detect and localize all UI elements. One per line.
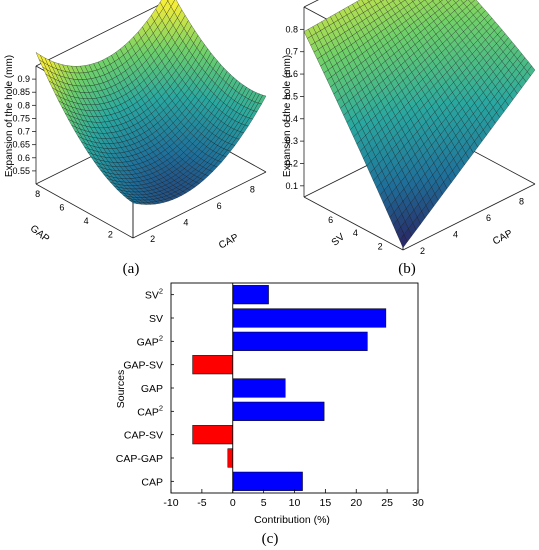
x-tick-label: 6 bbox=[217, 201, 222, 211]
surface-plot-a: 0.55 0.6 0.65 0.7 0.75 0.8 0.85 0.9 2 4 6 8 2 4 6 8 Exp… bbox=[4, 0, 267, 277]
tick-labels-a: 0.55 0.6 0.65 0.7 0.75 0.8 0.85 0.9 2 4 6 8 2 4 6 8 bbox=[12, 74, 254, 244]
x-tick-label: 4 bbox=[453, 229, 458, 239]
z-tick-label: 0.8 bbox=[17, 100, 30, 110]
tick-labels-c: SV2 SV GAP2 GAP-SV GAP CAP2 CAP-SV CAP-GAP CAP-1… bbox=[116, 287, 424, 509]
y-axis-label-b: SV bbox=[330, 231, 348, 248]
axes-c bbox=[170, 282, 419, 494]
z-tick-label: 0.7 bbox=[17, 127, 30, 137]
z-tick-label: 0.75 bbox=[12, 113, 30, 123]
bar-cap bbox=[232, 471, 303, 491]
bars-c bbox=[192, 285, 387, 491]
x-tick-label: 30 bbox=[412, 497, 424, 509]
category-label: GAP-SV bbox=[123, 360, 163, 372]
panel-label-b: (b) bbox=[398, 261, 416, 277]
z-tick-label: 0.85 bbox=[12, 87, 30, 97]
y-axis-label-a: GAP bbox=[28, 223, 52, 245]
x-tick-label: -5 bbox=[197, 497, 206, 509]
z-tick-label: 0.3 bbox=[285, 136, 298, 146]
x-axis-label-c: Contribution (%) bbox=[254, 514, 330, 526]
category-label: GAP bbox=[141, 383, 163, 395]
y-tick-label: 6 bbox=[59, 202, 64, 212]
x-tick-label: 5 bbox=[261, 497, 267, 509]
z-tick-label: 0.4 bbox=[285, 114, 298, 124]
surface-plot-b: 0.1 0.2 0.3 0.4 0.5 0.6 0.7 0.8 2 4 6 8 2 4 6 Expansio… bbox=[282, 0, 536, 277]
category-label: CAP-SV bbox=[124, 430, 163, 442]
surface-cell bbox=[258, 94, 267, 105]
x-tick-label: 4 bbox=[183, 217, 188, 227]
bar-cap-sq bbox=[232, 401, 325, 421]
x-tick-label: 15 bbox=[320, 497, 332, 509]
y-tick-label: 4 bbox=[84, 216, 89, 226]
x-tick-label: -10 bbox=[163, 497, 178, 509]
bar-sv bbox=[232, 308, 387, 328]
y-axis-label-c: Sources bbox=[115, 370, 127, 409]
z-tick-label: 0.6 bbox=[17, 153, 30, 163]
y-tick-label: 8 bbox=[35, 189, 40, 199]
bar-cap-sv bbox=[192, 425, 234, 445]
bar-gap-sq bbox=[232, 331, 368, 351]
category-label: CAP bbox=[141, 476, 163, 488]
z-tick-label: 0.9 bbox=[17, 74, 30, 84]
y-tick-label: 6 bbox=[328, 215, 333, 225]
z-tick-label: 0.55 bbox=[12, 166, 30, 176]
z-tick-label: 0.1 bbox=[285, 181, 298, 191]
bar-chart-c: SV2 SV GAP2 GAP-SV GAP CAP2 CAP-SV CAP-GAP CAP-1… bbox=[115, 282, 424, 547]
surface-cell bbox=[527, 65, 536, 77]
x-tick-label: 8 bbox=[250, 184, 255, 194]
x-tick-label: 8 bbox=[519, 196, 524, 206]
x-tick-label: 25 bbox=[381, 497, 393, 509]
z-tick-label: 0.2 bbox=[285, 158, 298, 168]
panel-label-c: (c) bbox=[262, 531, 279, 547]
x-axis-label-a: CAP bbox=[217, 232, 241, 252]
bar-cap-gap bbox=[227, 448, 233, 468]
x-tick-label: 2 bbox=[150, 234, 155, 244]
surface-cell bbox=[438, 0, 443, 2]
x-tick-label: 20 bbox=[350, 497, 362, 509]
z-axis-label-a: Expansion of the hole (mm) bbox=[4, 55, 15, 177]
category-label: GAP2 bbox=[137, 333, 163, 348]
x-tick-label: 6 bbox=[486, 213, 491, 223]
tick-labels-b: 0.1 0.2 0.3 0.4 0.5 0.6 0.7 0.8 2 4 6 8 2 4 6 bbox=[285, 24, 524, 255]
y-tick-label: 2 bbox=[108, 229, 113, 239]
y-tick-label: 4 bbox=[353, 228, 358, 238]
x-tick-label: 10 bbox=[289, 497, 301, 509]
x-tick-label: 2 bbox=[420, 246, 425, 256]
y-tick-label: 2 bbox=[378, 241, 383, 251]
category-label: SV bbox=[149, 313, 163, 325]
z-tick-label: 0.7 bbox=[285, 47, 298, 57]
category-label: CAP-GAP bbox=[116, 453, 163, 465]
panel-label-a: (a) bbox=[123, 261, 140, 277]
z-tick-label: 0.8 bbox=[285, 24, 298, 34]
z-axis-label-b: Expansion of the hole (mm) bbox=[282, 55, 293, 177]
z-tick-label: 0.65 bbox=[12, 140, 30, 150]
bar-sv-sq bbox=[232, 285, 269, 305]
wall-edge bbox=[35, 0, 170, 67]
floor-edge bbox=[132, 171, 267, 239]
category-label: SV2 bbox=[145, 287, 163, 302]
x-tick-label: 0 bbox=[230, 497, 236, 509]
floor-edge bbox=[303, 196, 404, 251]
z-tick-label: 0.5 bbox=[285, 91, 298, 101]
category-label: CAP2 bbox=[137, 403, 163, 418]
surface-mesh-a bbox=[35, 0, 267, 205]
bar-gap bbox=[232, 378, 286, 398]
surface-mesh-b bbox=[303, 0, 536, 249]
bar-gap-sv bbox=[192, 355, 234, 375]
x-axis-label-b: CAP bbox=[491, 228, 515, 248]
floor-edge bbox=[402, 183, 536, 251]
z-tick-label: 0.6 bbox=[285, 69, 298, 79]
floor-edge bbox=[35, 183, 134, 239]
